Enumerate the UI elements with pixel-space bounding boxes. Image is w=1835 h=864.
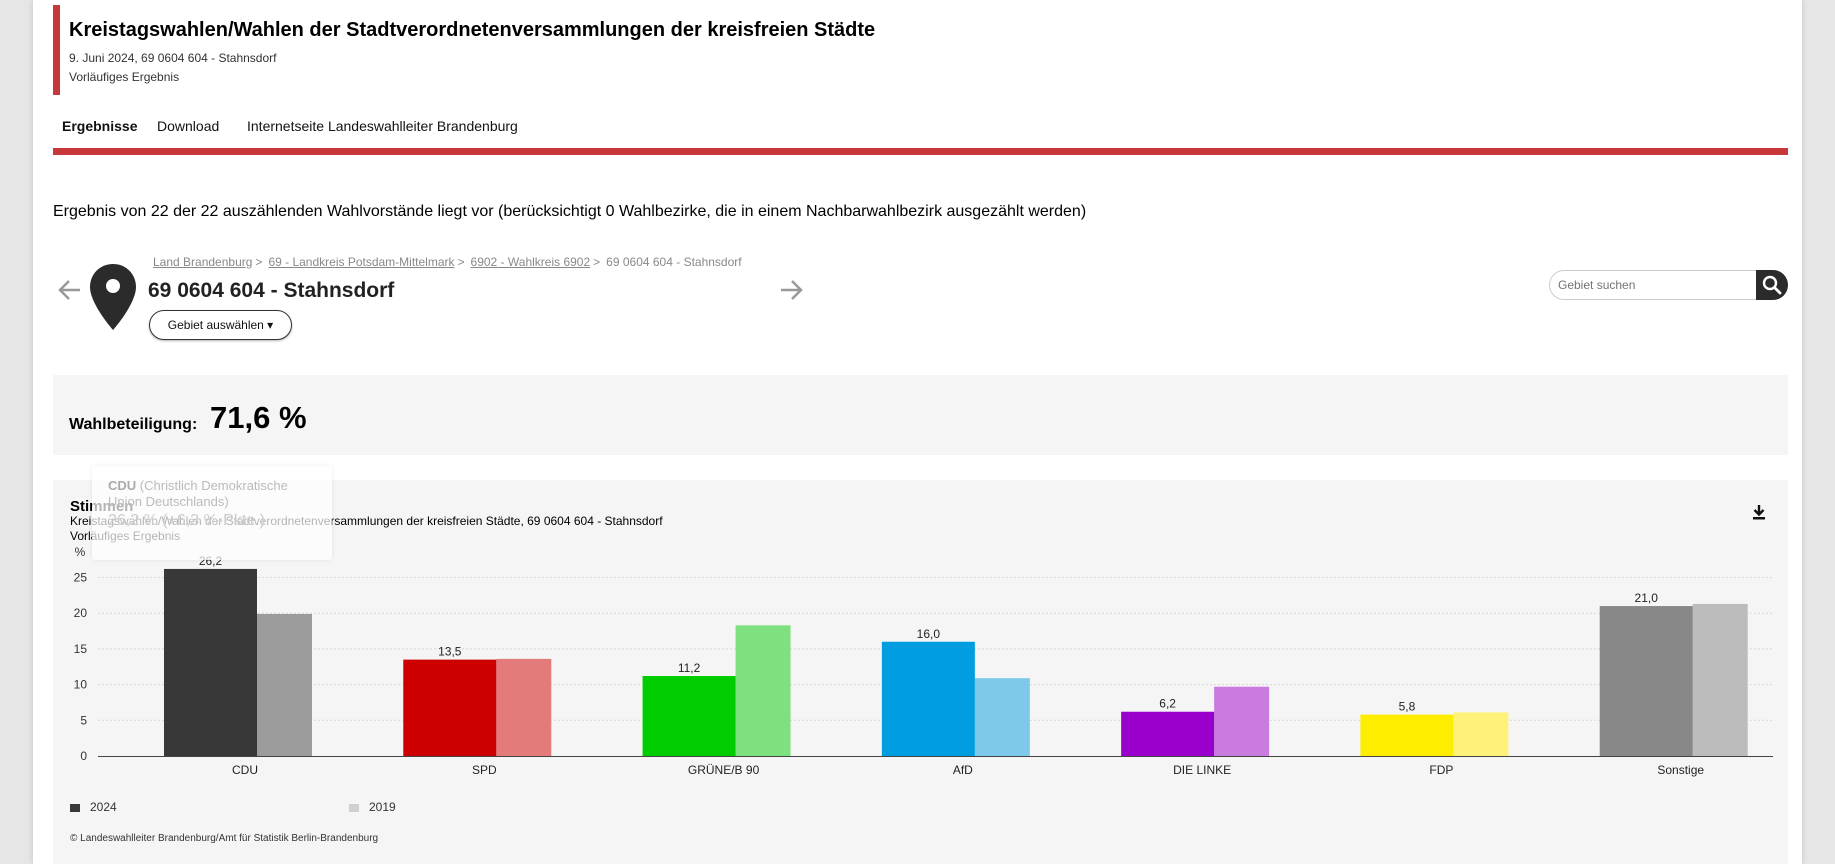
y-tick-label: 5 [80,713,87,727]
legend-item-2019[interactable]: 2019 [349,800,396,814]
legend-swatch-2024 [70,803,80,812]
x-tick-label: DIE LINKE [1173,763,1231,777]
x-tick-label: Sonstige [1657,763,1704,777]
select-area-button[interactable]: Gebiet auswählen ▾ [149,310,292,340]
tab-download[interactable]: Download [157,118,220,134]
bar-2024-CDU[interactable] [164,568,257,756]
bar-2019-SPD[interactable] [496,658,552,756]
breadcrumb-separator: > [255,255,263,269]
bar-2024-DIE LINKE[interactable] [1121,711,1215,756]
download-icon[interactable] [1749,502,1769,522]
previous-area-arrow-icon[interactable] [56,277,82,309]
y-tick-label: 10 [74,678,88,692]
location-pin-icon [90,264,136,330]
search-button[interactable] [1756,270,1788,300]
breadcrumb: Land Brandenburg >69 - Landkreis Potsdam-… [153,255,742,269]
page-header: Kreistagswahlen/Wahlen der Stadtverordne… [53,5,1795,95]
bar-2019-Sonstige[interactable] [1692,603,1748,756]
bar-2024-AfD[interactable] [881,641,975,756]
data-label: 6,2 [1159,697,1176,711]
legend-label-2024: 2024 [90,800,117,814]
legend-item-2024[interactable]: 2024 [70,800,117,814]
breadcrumb-link-landkreis[interactable]: 69 - Landkreis Potsdam-Mittelmark [268,255,455,269]
breadcrumb-separator: > [593,255,601,269]
y-tick-label: 0 [80,749,87,763]
breadcrumb-link-wahlkreis[interactable]: 6902 - Wahlkreis 6902 [470,255,591,269]
bar-2024-Sonstige[interactable] [1599,606,1693,756]
legend-label-2019: 2019 [369,800,396,814]
turnout-label: Wahlbeteiligung: [69,416,198,433]
counting-status-text: Ergebnis von 22 der 22 auszählenden Wahl… [53,203,1087,220]
y-axis-label: % [75,545,86,559]
turnout-panel: Wahlbeteiligung: 71,6 % [53,375,1788,455]
bar-2024-FDP[interactable] [1360,714,1454,756]
data-label: 21,0 [1635,591,1659,605]
page-title: Kreistagswahlen/Wahlen der Stadtverordne… [69,19,876,41]
breadcrumb-link-land[interactable]: Land Brandenburg [153,255,253,269]
main-nav: Ergebnisse Download Internetseite Landes… [53,112,1788,155]
y-tick-label: 20 [74,606,88,620]
area-title: 69 0604 604 - Stahnsdorf [148,279,395,302]
next-area-arrow-icon[interactable] [779,277,805,309]
tab-landeswahlleiter[interactable]: Internetseite Landeswahlleiter Brandenbu… [247,118,518,134]
election-date-area: 9. Juni 2024, 69 0604 604 - Stahnsdorf [69,51,277,65]
data-label: 16,0 [917,627,941,641]
data-label: 13,5 [438,645,462,659]
bar-2019-FDP[interactable] [1453,712,1509,756]
breadcrumb-separator: > [457,255,465,269]
data-label: 5,8 [1399,700,1416,714]
tab-ergebnisse[interactable]: Ergebnisse [62,118,138,134]
legend-swatch-2019 [349,803,359,812]
y-tick-label: 25 [74,571,88,585]
breadcrumb-current: 69 0604 604 - Stahnsdorf [606,255,742,269]
x-tick-label: FDP [1429,763,1453,777]
bar-2019-GRÜNE/B 90[interactable] [735,625,791,756]
page: Kreistagswahlen/Wahlen der Stadtverordne… [33,0,1802,864]
bar-2019-DIE LINKE[interactable] [1214,686,1270,756]
bar-2024-GRÜNE/B 90[interactable] [642,676,736,756]
search-icon [1762,275,1782,295]
bar-2024-SPD[interactable] [403,659,497,756]
data-label: 11,2 [678,661,701,675]
y-tick-label: 15 [74,642,88,656]
bar-2019-CDU[interactable] [257,613,312,756]
bar-2019-AfD[interactable] [974,678,1030,756]
x-tick-label: SPD [472,763,497,777]
area-search-input[interactable] [1549,270,1760,300]
x-tick-label: AfD [953,763,973,777]
turnout-value: 71,6 % [210,400,307,435]
copyright-note: © Landeswahlleiter Brandenburg/Amt für S… [70,833,379,844]
chart-panel: Stimmen Kreistagswahlen/Wahlen der Stadt… [53,466,1788,864]
x-tick-label: GRÜNE/B 90 [688,763,760,777]
result-status-label: Vorläufiges Ergebnis [69,70,180,84]
bar-chart: 0 5 10 15 20 25% 26,2 CDU 13,5 SPD 11,2 GRÜNE/B 90 1… [74,545,1773,777]
x-tick-label: CDU [232,763,258,777]
data-label: 26,2 [199,554,223,568]
